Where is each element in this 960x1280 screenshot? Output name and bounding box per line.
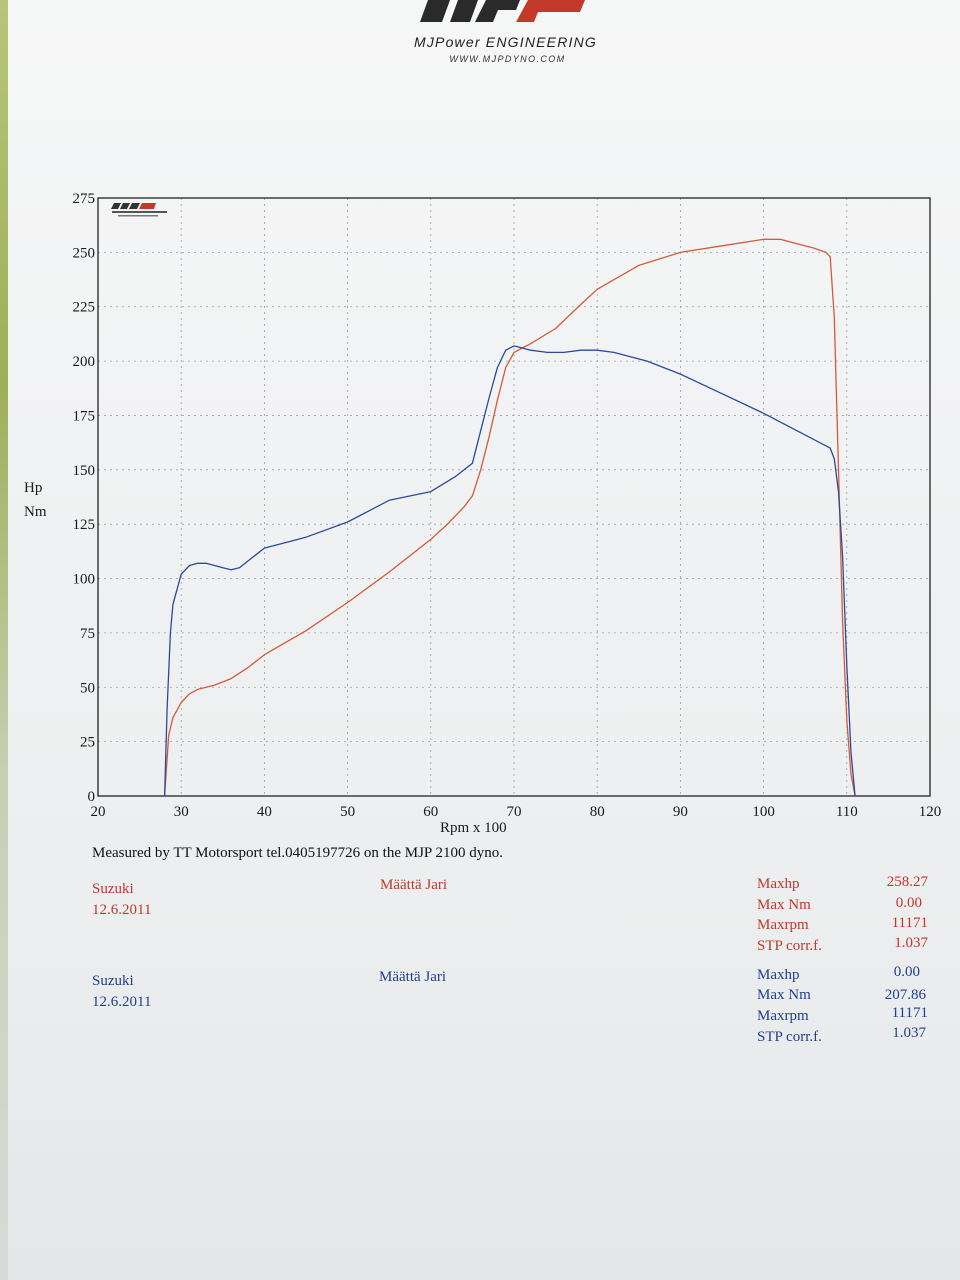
y-tick-label-0: 0 <box>88 789 96 805</box>
x-tick-label-90: 90 <box>673 804 688 820</box>
run1-date: 12.6.2011 <box>92 902 152 918</box>
y-tick-label-150: 150 <box>73 463 96 479</box>
run1-vehicle: Suzuki <box>92 881 134 897</box>
y-axis-label-line1: Hp <box>24 480 42 496</box>
run2-label-maxhp: Maxhp <box>757 967 800 983</box>
dyno-chart: 0 25 50 75 100 125 150 175 200 225 250 275 20 30 40 50… <box>24 191 942 836</box>
y-tick-label-75: 75 <box>80 626 95 642</box>
x-tick-label-50: 50 <box>340 804 355 820</box>
y-tick-labels: 0 25 50 75 100 125 150 175 200 225 250 275 <box>73 191 96 805</box>
run2-vehicle: Suzuki <box>92 973 134 989</box>
run1-driver: Määttä Jari <box>380 877 448 893</box>
y-tick-label-125: 125 <box>73 517 96 533</box>
x-tick-label-60: 60 <box>423 804 438 820</box>
run1-label-maxnm: Max Nm <box>757 897 811 913</box>
x-tick-labels: 20 30 40 50 60 70 80 90 100 110 120 <box>91 804 942 820</box>
run2-label-stp: STP corr.f. <box>757 1029 822 1045</box>
y-tick-label-50: 50 <box>80 680 95 696</box>
y-tick-label-275: 275 <box>73 191 96 207</box>
y-tick-label-200: 200 <box>73 354 96 370</box>
inner-logo-icon <box>111 203 167 217</box>
x-axis-label: Rpm x 100 <box>440 820 507 836</box>
series-line-2 <box>163 345 856 797</box>
chart-grid <box>98 198 930 796</box>
run2-driver: Määttä Jari <box>379 969 447 985</box>
y-tick-label-100: 100 <box>73 572 96 588</box>
dyno-sheet <box>8 0 960 1280</box>
run2-value-maxhp: 0.00 <box>893 964 920 980</box>
x-tick-label-120: 120 <box>919 804 942 820</box>
y-tick-label-25: 25 <box>80 735 95 751</box>
y-tick-label-225: 225 <box>73 300 96 316</box>
run1-label-maxrpm: Maxrpm <box>757 917 809 933</box>
mjp-logo-icon <box>420 0 585 22</box>
series-line-1 <box>163 238 856 797</box>
run1-label-stp: STP corr.f. <box>757 938 822 954</box>
series-lines <box>163 238 856 797</box>
x-tick-label-30: 30 <box>174 804 189 820</box>
run1-value-maxhp: 258.27 <box>886 874 928 890</box>
run2-value-maxrpm: 11171 <box>891 1005 928 1021</box>
background-strip <box>0 0 8 1280</box>
run2-label-maxrpm: Maxrpm <box>757 1008 809 1024</box>
x-tick-label-70: 70 <box>507 804 522 820</box>
plot-frame <box>97 197 931 797</box>
x-tick-label-20: 20 <box>91 804 106 820</box>
run2-value-maxnm: 207.86 <box>884 987 926 1003</box>
company-url: WWW.MJPDYNO.COM <box>449 54 566 64</box>
x-tick-label-100: 100 <box>752 804 775 820</box>
run2-label-maxnm: Max Nm <box>757 987 811 1003</box>
company-name: MJPower ENGINEERING <box>413 34 598 50</box>
x-tick-label-80: 80 <box>590 804 605 820</box>
run1-value-maxnm: 0.00 <box>895 895 922 911</box>
x-tick-label-110: 110 <box>836 804 858 820</box>
y-tick-label-175: 175 <box>73 408 96 424</box>
y-axis-label-line2: Nm <box>24 504 47 520</box>
measured-by-text: Measured by TT Motorsport tel.0405197726… <box>92 845 503 861</box>
run1-value-maxrpm: 11171 <box>891 915 928 931</box>
y-tick-label-250: 250 <box>73 245 96 261</box>
run1-label-maxhp: Maxhp <box>757 876 800 892</box>
run2-value-stp: 1.037 <box>892 1025 926 1041</box>
run2-date: 12.6.2011 <box>92 994 152 1010</box>
x-tick-label-40: 40 <box>257 804 272 820</box>
run1-value-stp: 1.037 <box>894 935 928 951</box>
